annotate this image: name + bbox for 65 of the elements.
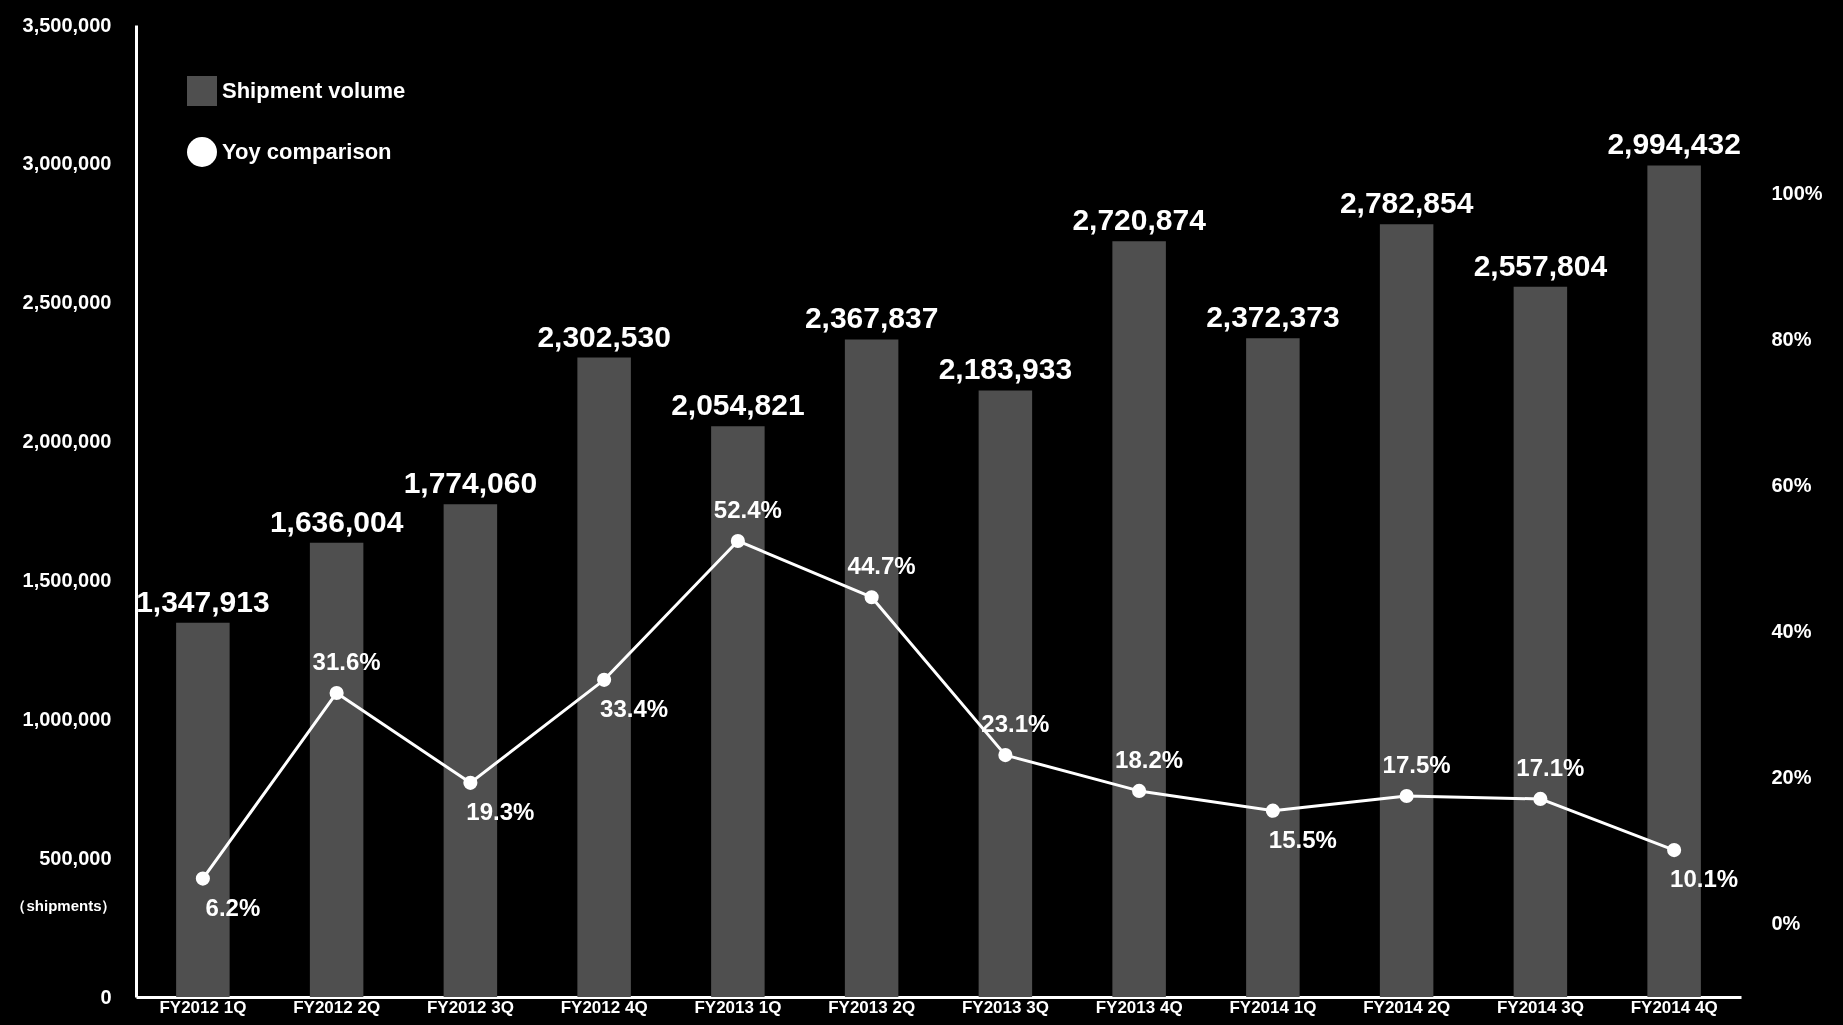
x-tick-label: FY2013 2Q bbox=[828, 997, 916, 1017]
point bbox=[329, 685, 344, 701]
y2-tick-label: 20% bbox=[1771, 766, 1812, 789]
point bbox=[1667, 843, 1682, 858]
y2-tick-label: 0% bbox=[1771, 912, 1801, 935]
data-label: 33.4% bbox=[600, 694, 669, 722]
y-tick-label: 500,000 bbox=[39, 846, 112, 869]
y2-tick-label: 60% bbox=[1771, 473, 1812, 496]
data-label: 52.4% bbox=[713, 495, 782, 523]
data-label: 2,720,874 bbox=[1072, 203, 1207, 237]
y-axis-title: （shipments） bbox=[11, 896, 117, 914]
y-tick-label: 3,000,000 bbox=[22, 152, 112, 175]
data-label: 1,347,913 bbox=[136, 584, 270, 618]
data-label: 18.2% bbox=[1115, 745, 1184, 773]
point bbox=[1265, 803, 1280, 818]
data-label: 1,636,004 bbox=[269, 504, 404, 538]
data-label: 6.2% bbox=[205, 893, 261, 921]
data-label: 44.7% bbox=[847, 552, 916, 580]
data-label: 15.5% bbox=[1268, 825, 1337, 853]
data-label: 17.5% bbox=[1382, 751, 1451, 779]
data-label: 1,774,060 bbox=[403, 466, 538, 500]
x-tick-label: FY2012 1Q bbox=[159, 997, 247, 1017]
data-label: 2,372,373 bbox=[1206, 300, 1340, 334]
x-tick-label: FY2013 4Q bbox=[1095, 997, 1183, 1017]
point bbox=[195, 871, 210, 886]
data-label: 2,782,854 bbox=[1339, 186, 1474, 220]
data-label: 2,994,432 bbox=[1607, 127, 1741, 161]
data-label: 19.3% bbox=[466, 797, 535, 825]
x-tick-label: FY2012 4Q bbox=[560, 997, 648, 1017]
x-tick-label: FY2014 4Q bbox=[1630, 997, 1718, 1017]
x-tick-label: FY2014 3Q bbox=[1496, 997, 1584, 1017]
point bbox=[1399, 788, 1414, 804]
y-tick-label: 1,000,000 bbox=[22, 707, 112, 730]
y-tick-label: 2,500,000 bbox=[22, 291, 112, 314]
x-tick-label: FY2012 3Q bbox=[426, 997, 514, 1017]
data-label: 17.1% bbox=[1516, 753, 1585, 781]
legend-label: Shipment volume bbox=[222, 78, 406, 103]
point bbox=[998, 748, 1013, 763]
data-label: 2,183,933 bbox=[938, 352, 1073, 386]
data-label: 10.1% bbox=[1670, 865, 1739, 893]
point bbox=[1132, 783, 1147, 798]
data-label: 23.1% bbox=[981, 710, 1050, 738]
point bbox=[864, 590, 879, 605]
x-tick-label: FY2013 1Q bbox=[694, 997, 782, 1017]
data-label: 2,367,837 bbox=[804, 301, 939, 335]
y-tick-label: 3,500,000 bbox=[22, 13, 112, 36]
y2-tick-label: 80% bbox=[1771, 327, 1812, 350]
x-tick-label: FY2012 2Q bbox=[293, 997, 381, 1017]
y-tick-label: 2,000,000 bbox=[22, 430, 112, 453]
point bbox=[463, 775, 478, 790]
data-label: 31.6% bbox=[312, 647, 381, 675]
y2-tick-label: 40% bbox=[1771, 620, 1812, 643]
y-tick-label: 1,500,000 bbox=[22, 568, 112, 591]
point bbox=[730, 533, 745, 549]
x-tick-label: FY2014 2Q bbox=[1363, 997, 1451, 1017]
point bbox=[597, 672, 612, 687]
y2-tick-label: 100% bbox=[1771, 181, 1823, 204]
x-tick-label: FY2014 1Q bbox=[1229, 997, 1317, 1017]
legend-label: Yoy comparison bbox=[222, 139, 392, 164]
point bbox=[1533, 791, 1548, 806]
data-label: 2,302,530 bbox=[537, 319, 671, 353]
data-label: 2,054,821 bbox=[671, 388, 805, 422]
y-tick-label: 0 bbox=[100, 985, 112, 1008]
x-tick-label: FY2013 3Q bbox=[961, 997, 1049, 1017]
data-label: 2,557,804 bbox=[1473, 248, 1608, 282]
